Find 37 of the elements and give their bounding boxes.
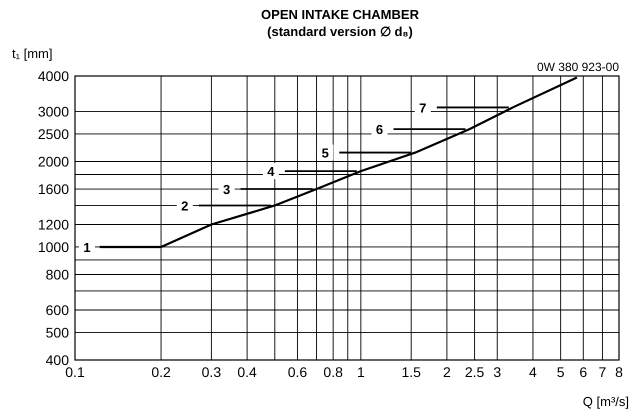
x-tick-label: 8 [615, 364, 624, 380]
annotation: 2 [181, 198, 188, 214]
x-tick-label: 6 [579, 364, 588, 380]
y-tick-label: 1000 [38, 238, 70, 255]
y-tick-label: 500 [46, 324, 70, 340]
x-tick-label: 0.3 [202, 364, 222, 380]
x-tick-label: 0.2 [151, 364, 171, 380]
x-tick-label: 0.6 [288, 364, 308, 380]
y-tick-label: 2500 [38, 126, 70, 142]
y-tick-label: 1600 [38, 181, 70, 198]
annotation: 5 [322, 146, 329, 161]
x-tick-label: 2 [443, 364, 451, 380]
annotation: 1 [83, 240, 91, 255]
x-tick-label: 1 [356, 364, 365, 380]
y-tick-label: 600 [46, 302, 70, 318]
y-tick-label: 3000 [38, 103, 70, 120]
x-tick-label: 2.5 [464, 364, 485, 380]
x-tick-label: 0.4 [237, 364, 258, 380]
x-tick-label: 1.5 [401, 364, 422, 380]
text: 0W 380 923-00 [536, 60, 620, 74]
annotation: 3 [222, 182, 230, 198]
x-tick-label: 0.8 [323, 364, 344, 380]
y-axis-title: t₁ [mm] [12, 46, 52, 61]
x-tick-label: 3 [493, 364, 502, 380]
x-tick-label: 4 [529, 364, 538, 380]
y-tick-label: 800 [46, 266, 70, 283]
x-tick-label: 5 [556, 364, 565, 380]
x-tick-label: 7 [598, 364, 607, 380]
chart-subtitle: (standard version ∅ d₈) [267, 24, 413, 39]
y-tick-label: 1200 [38, 216, 70, 232]
annotation: 6 [376, 122, 384, 138]
y-tick-label: 2000 [38, 153, 70, 170]
annotation: 7 [419, 100, 426, 116]
x-axis-title: Q [m³/s] [582, 394, 629, 409]
annotation: 4 [267, 164, 276, 180]
y-tick-label: 4000 [38, 68, 70, 84]
chart-title: OPEN INTAKE CHAMBER [261, 7, 420, 22]
